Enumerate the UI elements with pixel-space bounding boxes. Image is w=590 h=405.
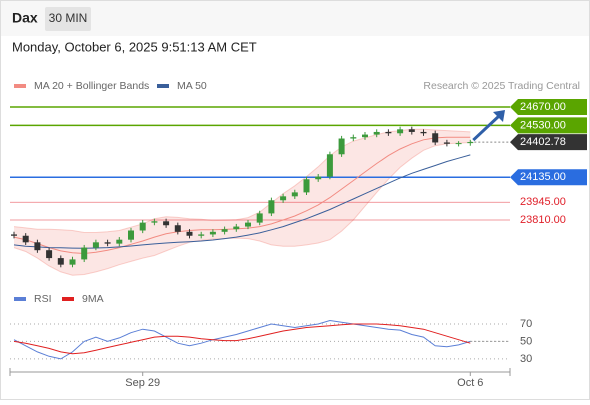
legend-swatch [14,297,26,301]
rsi-ma-line [13,323,471,355]
ma20-line [13,136,471,255]
legend-label: MA 20 + Bollinger Bands [34,80,149,92]
rsi-tick-label: 30 [520,353,532,365]
candle-body [81,247,88,260]
level-tag [510,134,587,151]
symbol: Dax [12,10,38,26]
timestamp: Monday, October 6, 2025 9:51:13 AM CET [12,39,257,54]
candle-body [221,229,228,232]
level-tag [510,98,587,115]
legend-swatch [14,84,26,88]
candle-body [104,242,111,244]
candle-body [245,222,251,227]
candle-body [467,142,474,144]
x-tick-label: Sep 29 [125,377,160,389]
candle-body [385,131,392,134]
candle-body [186,231,193,236]
candle-body [362,134,368,138]
candle-body [373,131,380,135]
candle-body [174,225,181,232]
candle-body [198,234,205,236]
candle-body [163,221,170,226]
candle-body [291,192,298,197]
candle-body [34,242,41,251]
candle-body [11,234,17,236]
rsi-tick-label: 50 [520,335,532,347]
candle-body [151,221,158,223]
level-tag [510,169,587,186]
level-tag [510,117,587,134]
candle-body [315,176,322,180]
rsi-tick-label: 70 [520,318,532,330]
candle-body [420,131,427,134]
legend-swatch [62,297,74,301]
arrow-head [493,109,505,122]
candle-body [139,222,146,231]
candle-body [432,133,439,143]
candle-body [46,250,53,259]
level-label: 23945.00 [520,196,566,208]
level-label: 24135.00 [520,171,566,183]
header-bar [1,1,589,36]
level-label: 23810.00 [520,214,566,226]
candle-body [350,137,357,139]
candle-body [128,230,134,240]
candle-body [92,242,99,248]
credit: Research © 2025 Trading Central [423,80,580,92]
legend-swatch [157,84,169,88]
candle-body [443,142,450,144]
candle-body [408,129,415,132]
ma50-line [13,154,471,249]
level-label: 24402.78 [520,136,566,148]
candle-body [455,143,462,145]
x-tick-label: Oct 6 [457,377,483,389]
legend-label: 9MA [82,293,104,305]
candle-body [209,231,216,235]
candle-body [303,179,310,193]
candle-body [397,129,404,134]
legend-label: MA 50 [177,80,207,92]
level-label: 24670.00 [520,101,566,113]
rsi-line [13,319,471,360]
band-lower [13,142,471,276]
band-upper [13,128,471,233]
legend-label: RSI [34,293,52,305]
level-label: 24530.00 [520,119,566,131]
candle-body [57,258,64,265]
candle-body [116,239,123,244]
candle-body [233,226,240,230]
interval-button[interactable] [45,7,91,31]
candle-body [22,235,29,243]
interval[interactable]: 30 MIN [49,11,88,25]
candle-body [326,154,333,177]
candle-body [69,259,76,265]
candle-body [268,200,275,214]
candle-body [256,213,263,223]
candle-body [280,196,287,201]
forecast-arrow [472,114,501,142]
candle-body [338,138,345,155]
